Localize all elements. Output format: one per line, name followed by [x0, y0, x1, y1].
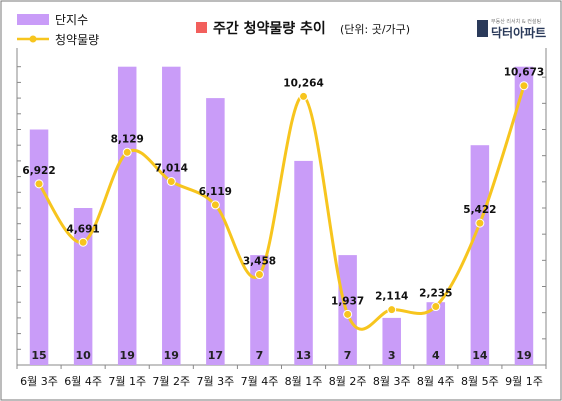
- category-label: 7월 3주: [197, 375, 235, 388]
- plot-area: 15 10 19 19 17 7 13 7 3 4 14 19 6,922 4,691 8,129 7,014…: [16, 48, 547, 388]
- bar: [117, 66, 137, 365]
- category-label: 6월 4주: [64, 375, 102, 388]
- logo: 부동산 리서치 & 컨설팅 닥터아파트: [477, 18, 546, 40]
- data-label: 5,422: [463, 204, 496, 216]
- bar: [382, 317, 401, 365]
- line-point: [387, 305, 397, 315]
- data-label: 10,264: [283, 77, 324, 89]
- bar-count-label: 19: [516, 349, 531, 362]
- data-label: 10,673: [504, 67, 545, 79]
- bar: [294, 160, 313, 365]
- line-point: [431, 302, 441, 312]
- data-label: 2,114: [375, 291, 408, 303]
- data-label: 3,458: [243, 256, 276, 268]
- category-label: 6월 3주: [20, 375, 58, 388]
- legend-bar-label: 단지수: [55, 13, 88, 27]
- category-label: 7월 4주: [241, 375, 279, 388]
- bar-count-label: 7: [344, 349, 352, 362]
- line-point: [299, 91, 309, 101]
- legend-line-label: 청약물량: [55, 32, 99, 47]
- bar-count-label: 7: [256, 349, 264, 362]
- category-label: 8월 3주: [373, 375, 411, 388]
- data-label: 4,691: [67, 223, 100, 235]
- data-label: 8,129: [111, 133, 144, 145]
- line-point: [343, 309, 353, 319]
- line-point: [475, 218, 485, 228]
- data-label: 6,119: [199, 186, 232, 198]
- data-label: 1,937: [331, 295, 364, 307]
- line-point: [254, 270, 264, 280]
- title-marker: [196, 22, 207, 33]
- category-label: 7월 2주: [152, 375, 190, 388]
- bar: [73, 208, 93, 365]
- line-point: [210, 200, 220, 210]
- category-label: 8월 2주: [329, 375, 367, 388]
- bar-count-label: 14: [472, 349, 488, 362]
- unit-label: (단위: 곳/가구): [340, 23, 410, 36]
- category-label: 8월 5주: [461, 375, 499, 388]
- logo-mark: [477, 20, 488, 37]
- category-label: 9월 1주: [505, 375, 543, 388]
- bar-count-label: 15: [31, 349, 46, 362]
- bar-count-label: 10: [75, 349, 91, 362]
- bar: [162, 66, 181, 365]
- bar-count-label: 19: [120, 349, 135, 362]
- bar: [250, 255, 269, 365]
- legend-bar-swatch: [17, 14, 49, 25]
- bar: [206, 98, 225, 365]
- line-point: [519, 81, 529, 91]
- bar: [470, 145, 490, 365]
- line-point: [78, 237, 88, 247]
- bar-count-label: 4: [432, 349, 440, 362]
- data-label: 2,235: [419, 288, 452, 300]
- bar-count-label: 3: [388, 349, 396, 362]
- category-label: 8월 1주: [285, 375, 323, 388]
- bar-count-label: 17: [208, 349, 223, 362]
- legend-line-marker: [29, 35, 37, 43]
- logo-brand: 닥터아파트: [491, 25, 546, 40]
- line-point: [34, 179, 44, 189]
- bar-count-label: 19: [164, 349, 179, 362]
- line-point: [122, 147, 132, 157]
- line-point: [166, 176, 176, 186]
- legend: 단지수 청약물량: [17, 13, 99, 47]
- logo-tagline: 부동산 리서치 & 컨설팅: [491, 18, 541, 25]
- bar: [29, 129, 49, 365]
- data-label: 7,014: [155, 162, 188, 174]
- data-label: 6,922: [22, 165, 55, 177]
- bar: [426, 302, 446, 365]
- category-label: 7월 1주: [108, 375, 146, 388]
- bar: [514, 66, 534, 365]
- category-label: 8월 4주: [417, 375, 455, 388]
- chart-title: 주간 청약물량 추이: [213, 20, 326, 37]
- bar-count-label: 13: [296, 349, 311, 362]
